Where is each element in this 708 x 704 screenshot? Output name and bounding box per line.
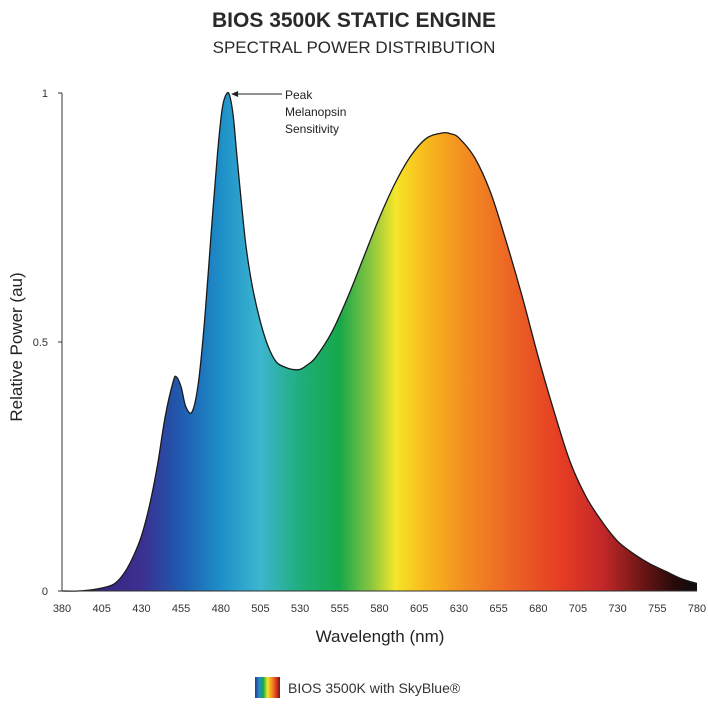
x-tick-label: 630 bbox=[450, 603, 468, 615]
plot-area: 380 405 430 455 480 505 530 555 580 605 630 655 680 7… bbox=[33, 88, 706, 615]
annotation-line-2: Melanopsin bbox=[285, 105, 346, 119]
x-tick-label: 780 bbox=[688, 603, 706, 615]
annotation-line-3: Sensitivity bbox=[285, 122, 339, 136]
x-axis-label: Wavelength (nm) bbox=[316, 627, 445, 646]
y-tick-labels: 00.51 bbox=[33, 88, 62, 598]
y-tick-label: 1 bbox=[42, 88, 48, 100]
x-tick-label: 655 bbox=[489, 603, 507, 615]
x-tick-label: 705 bbox=[569, 603, 587, 615]
y-axis-label: Relative Power (au) bbox=[7, 272, 26, 421]
x-tick-label: 680 bbox=[529, 603, 547, 615]
x-tick-label: 730 bbox=[608, 603, 626, 615]
legend-label: BIOS 3500K with SkyBlue® bbox=[288, 680, 461, 696]
x-tick-label: 380 bbox=[53, 603, 71, 615]
x-tick-label: 480 bbox=[212, 603, 230, 615]
x-tick-label: 580 bbox=[370, 603, 388, 615]
x-tick-label: 405 bbox=[93, 603, 111, 615]
annotation-line-1: Peak bbox=[285, 88, 313, 102]
legend-swatch bbox=[255, 677, 280, 698]
x-tick-label: 505 bbox=[251, 603, 269, 615]
chart-subtitle: SPECTRAL POWER DISTRIBUTION bbox=[213, 38, 496, 57]
x-tick-label: 555 bbox=[331, 603, 349, 615]
annotation-arrowhead bbox=[231, 91, 239, 97]
legend: BIOS 3500K with SkyBlue® bbox=[255, 677, 461, 698]
x-tick-label: 455 bbox=[172, 603, 190, 615]
peak-annotation: Peak Melanopsin Sensitivity bbox=[231, 88, 346, 136]
chart-title: BIOS 3500K STATIC ENGINE bbox=[212, 9, 496, 32]
x-tick-label: 755 bbox=[648, 603, 666, 615]
y-tick-label: 0.5 bbox=[33, 337, 48, 349]
x-tick-label: 605 bbox=[410, 603, 428, 615]
spectrum-outline bbox=[61, 91, 698, 592]
spectrum-area bbox=[62, 92, 697, 592]
x-tick-labels: 380 405 430 455 480 505 530 555 580 605 630 655 680 7… bbox=[53, 603, 706, 615]
y-tick-label: 0 bbox=[42, 586, 48, 598]
x-tick-label: 430 bbox=[132, 603, 150, 615]
x-tick-label: 530 bbox=[291, 603, 309, 615]
